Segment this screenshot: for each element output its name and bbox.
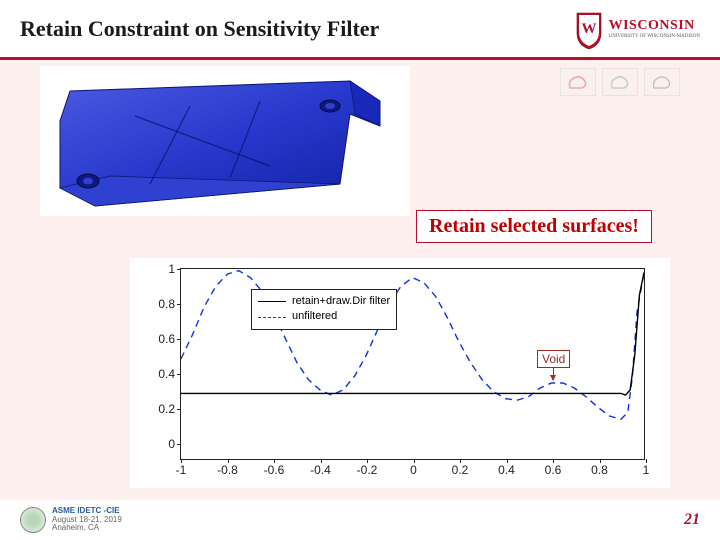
y-tick-label: 0.8 (145, 297, 175, 311)
page-number: 21 (684, 511, 700, 529)
content-area: Retain selected surfaces! retain+draw.Di… (0, 60, 720, 500)
wisconsin-logo: W WISCONSIN UNIVERSITY OF WISCONSIN-MADI… (573, 9, 700, 49)
crest-icon: W (573, 9, 605, 49)
x-tick-label: 0.6 (545, 463, 562, 477)
logo-text: WISCONSIN (609, 18, 700, 34)
slide-title: Retain Constraint on Sensitivity Filter (20, 16, 379, 42)
conference-location: Anaheim, CA (52, 524, 122, 533)
sensitivity-chart: retain+draw.Dir filter unfiltered Void 0… (130, 258, 670, 488)
x-tick-label: 0 (410, 463, 417, 477)
conference-block: ASME IDETC -CIE August 18-21, 2019 Anahe… (20, 507, 122, 533)
legend-item-filtered: retain+draw.Dir filter (258, 294, 390, 309)
y-tick-label: 0 (145, 437, 175, 451)
x-tick-label: 0.2 (452, 463, 469, 477)
x-tick-label: -0.6 (264, 463, 285, 477)
mini-icon-3 (644, 68, 680, 96)
conference-text: ASME IDETC -CIE August 18-21, 2019 Anahe… (52, 507, 122, 533)
y-tick-label: 0.6 (145, 332, 175, 346)
chart-legend: retain+draw.Dir filter unfiltered (251, 289, 397, 330)
mini-icon-2 (602, 68, 638, 96)
callout-box: Retain selected surfaces! (416, 210, 652, 243)
mini-icon-1 (560, 68, 596, 96)
legend-label-0: retain+draw.Dir filter (292, 294, 390, 309)
svg-text:W: W (581, 21, 596, 37)
bracket-render (40, 66, 410, 216)
logo-subtext: UNIVERSITY OF WISCONSIN-MADISON (609, 34, 700, 39)
y-tick-label: 1 (145, 262, 175, 276)
x-tick-label: 0.8 (591, 463, 608, 477)
y-tick-label: 0.2 (145, 402, 175, 416)
mini-icon-row (560, 68, 680, 96)
x-tick-label: -1 (176, 463, 187, 477)
void-arrow-icon (553, 368, 554, 380)
footer: ASME IDETC -CIE August 18-21, 2019 Anahe… (0, 500, 720, 540)
conference-logo-icon (20, 507, 46, 533)
chart-plot-area: retain+draw.Dir filter unfiltered Void 0… (180, 268, 645, 460)
legend-label-1: unfiltered (292, 309, 337, 324)
x-tick-label: 0.4 (498, 463, 515, 477)
void-annotation: Void (537, 350, 570, 368)
header: Retain Constraint on Sensitivity Filter … (0, 0, 720, 60)
x-tick-label: -0.8 (217, 463, 238, 477)
y-tick-label: 0.4 (145, 367, 175, 381)
x-tick-label: 1 (643, 463, 650, 477)
slide: Retain Constraint on Sensitivity Filter … (0, 0, 720, 540)
x-tick-label: -0.4 (310, 463, 331, 477)
logo-text-block: WISCONSIN UNIVERSITY OF WISCONSIN-MADISO… (609, 18, 700, 39)
x-tick-label: -0.2 (357, 463, 378, 477)
legend-item-unfiltered: unfiltered (258, 309, 390, 324)
